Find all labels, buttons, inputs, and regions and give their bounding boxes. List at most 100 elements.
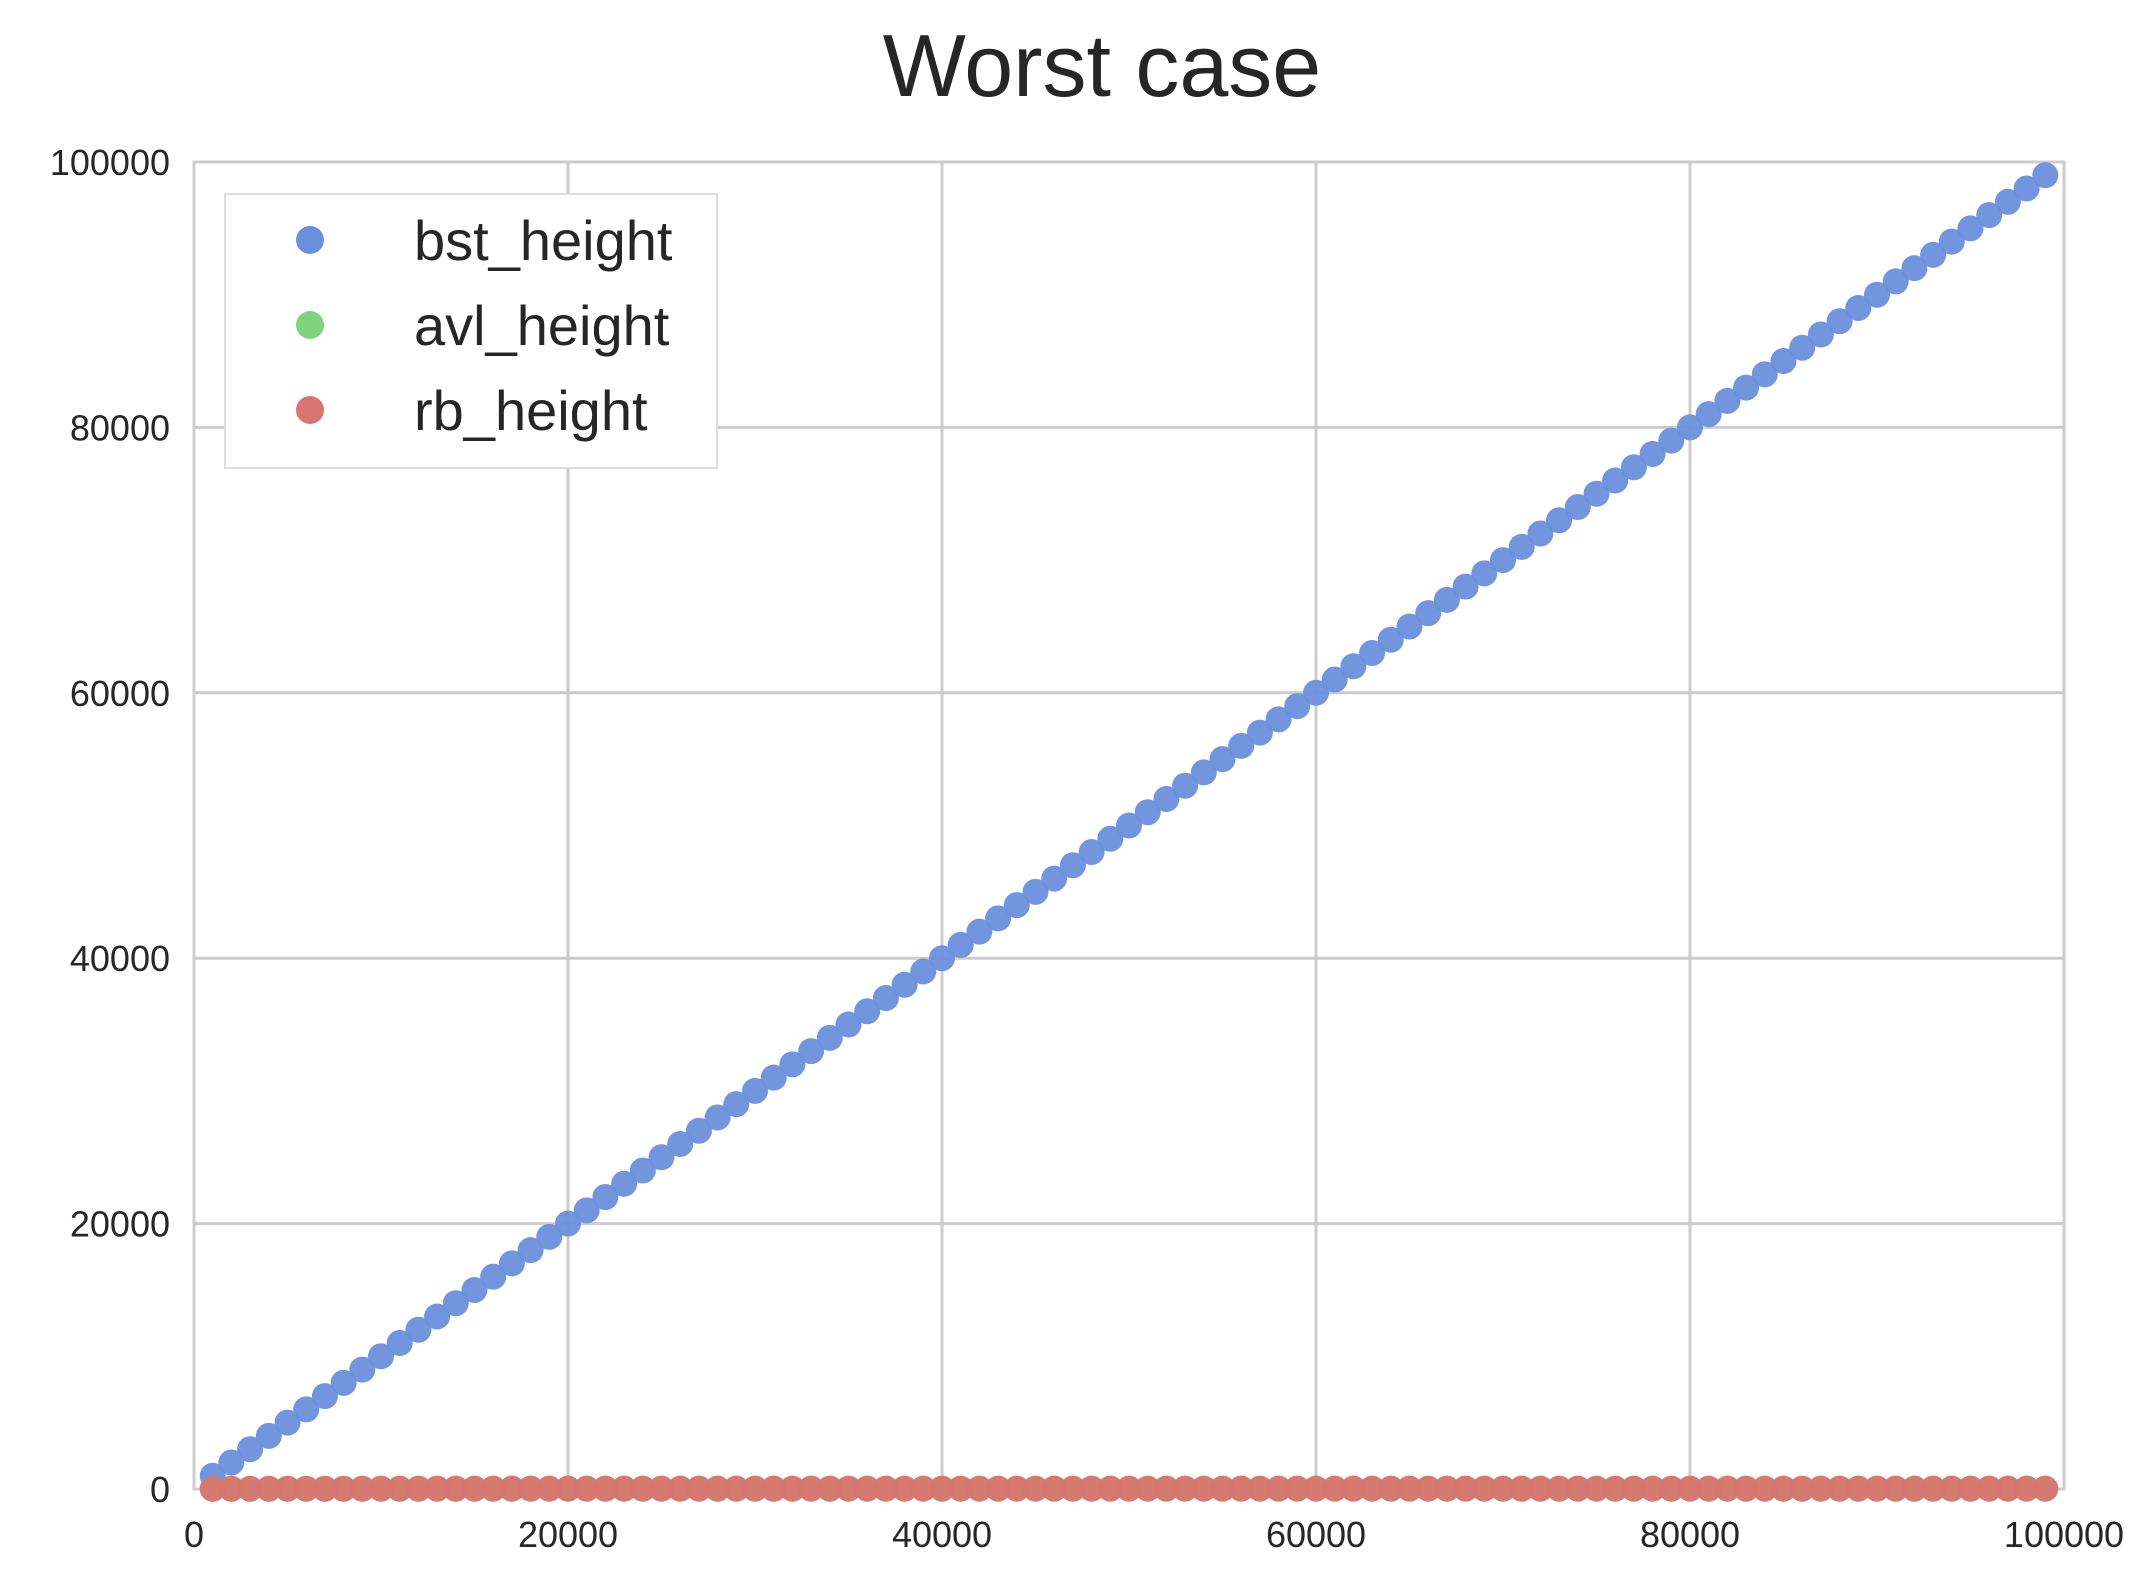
data-point-rb_height [1527,1475,1554,1502]
data-point-bst_height [1246,719,1273,746]
y-tick-label: 40000 [70,938,170,979]
data-point-rb_height [274,1475,301,1502]
data-point-rb_height [1677,1475,1703,1502]
data-point-bst_height [1677,414,1703,441]
data-point-rb_height [704,1475,731,1502]
data-point-bst_height [592,1184,619,1211]
data-point-bst_height [1452,573,1479,600]
data-point-rb_height [648,1475,675,1502]
data-point-bst_height [386,1330,413,1357]
data-point-bst_height [929,945,955,972]
data-point-rb_height [1396,1475,1423,1502]
data-point-rb_height [1490,1475,1516,1502]
data-point-rb_height [1246,1475,1273,1502]
data-point-rb_height [293,1475,320,1502]
data-point-rb_height [1620,1475,1647,1502]
data-point-bst_height [1041,865,1068,892]
data-point-bst_height [648,1144,675,1171]
data-point-rb_height [1901,1475,1928,1502]
data-point-rb_height [985,1475,1012,1502]
data-point-bst_height [1864,281,1890,308]
data-point-bst_height [1153,785,1180,812]
data-point-rb_height [1826,1475,1853,1502]
data-point-rb_height [1209,1475,1236,1502]
data-point-rb_height [461,1475,488,1502]
data-point-rb_height [1733,1475,1760,1502]
legend-marker [296,311,324,339]
data-point-bst_height [835,1011,862,1038]
data-point-rb_height [779,1475,806,1502]
x-tick-label: 20000 [518,1514,618,1555]
data-point-rb_height [1078,1475,1105,1502]
data-point-bst_height [1340,653,1367,680]
data-point-rb_height [1546,1475,1573,1502]
data-point-rb_height [1695,1475,1722,1502]
data-point-bst_height [779,1051,806,1078]
data-point-rb_height [611,1475,638,1502]
data-point-rb_height [442,1475,469,1502]
data-point-rb_height [573,1475,600,1502]
data-point-rb_height [1172,1475,1199,1502]
data-point-rb_height [405,1475,432,1502]
data-point-rb_height [760,1475,787,1502]
data-point-rb_height [480,1475,507,1502]
data-point-bst_height [1583,480,1610,507]
data-point-rb_height [555,1475,581,1502]
data-point-rb_height [966,1475,993,1502]
data-point-bst_height [274,1409,301,1436]
data-point-rb_height [237,1475,264,1502]
data-point-rb_height [1022,1475,1049,1502]
data-point-bst_height [1564,494,1591,521]
data-point-rb_height [1583,1475,1610,1502]
data-point-bst_height [1190,759,1217,786]
data-point-rb_height [1639,1475,1666,1502]
y-tick-label: 20000 [70,1204,170,1245]
data-point-rb_height [2013,1475,2040,1502]
series-bst_height [199,162,2059,1489]
data-point-rb_height [854,1475,881,1502]
data-point-bst_height [1471,560,1498,587]
data-point-bst_height [760,1064,787,1091]
y-tick-label: 100000 [50,142,170,183]
data-point-rb_height [2032,1475,2059,1502]
data-point-bst_height [1508,533,1535,560]
data-point-rb_height [349,1475,376,1502]
x-tick-label: 80000 [1640,1514,1740,1555]
data-point-bst_height [1882,268,1909,295]
data-point-rb_height [1321,1475,1348,1502]
data-point-bst_height [1920,241,1947,268]
data-point-rb_height [1976,1475,2003,1502]
data-point-bst_height [1695,401,1722,428]
data-point-rb_height [1564,1475,1591,1502]
data-point-bst_height [1396,613,1423,640]
data-point-bst_height [1938,228,1965,255]
y-tick-label: 60000 [70,673,170,714]
data-point-bst_height [424,1303,451,1330]
data-point-bst_height [405,1316,432,1343]
data-point-rb_height [1377,1475,1404,1502]
data-point-rb_height [1059,1475,1086,1502]
data-point-rb_height [1359,1475,1386,1502]
data-point-bst_height [293,1396,320,1423]
data-point-rb_height [311,1475,338,1502]
data-point-bst_height [891,971,918,998]
data-point-rb_height [1097,1475,1124,1502]
data-point-rb_height [1153,1475,1180,1502]
data-point-bst_height [1602,467,1629,494]
data-point-bst_height [1321,666,1348,693]
data-point-bst_height [480,1263,507,1290]
data-point-bst_height [966,918,993,945]
data-point-rb_height [742,1475,768,1502]
data-point-bst_height [1639,440,1666,467]
data-point-bst_height [1957,215,1984,242]
data-point-rb_height [1190,1475,1217,1502]
data-point-rb_height [498,1475,525,1502]
legend: bst_height avl_height rb_height [224,193,718,469]
data-point-rb_height [1284,1475,1311,1502]
data-point-rb_height [255,1475,282,1502]
legend-marker [296,396,324,424]
data-point-rb_height [929,1475,955,1502]
data-point-bst_height [1527,520,1554,547]
data-point-rb_height [1770,1475,1797,1502]
